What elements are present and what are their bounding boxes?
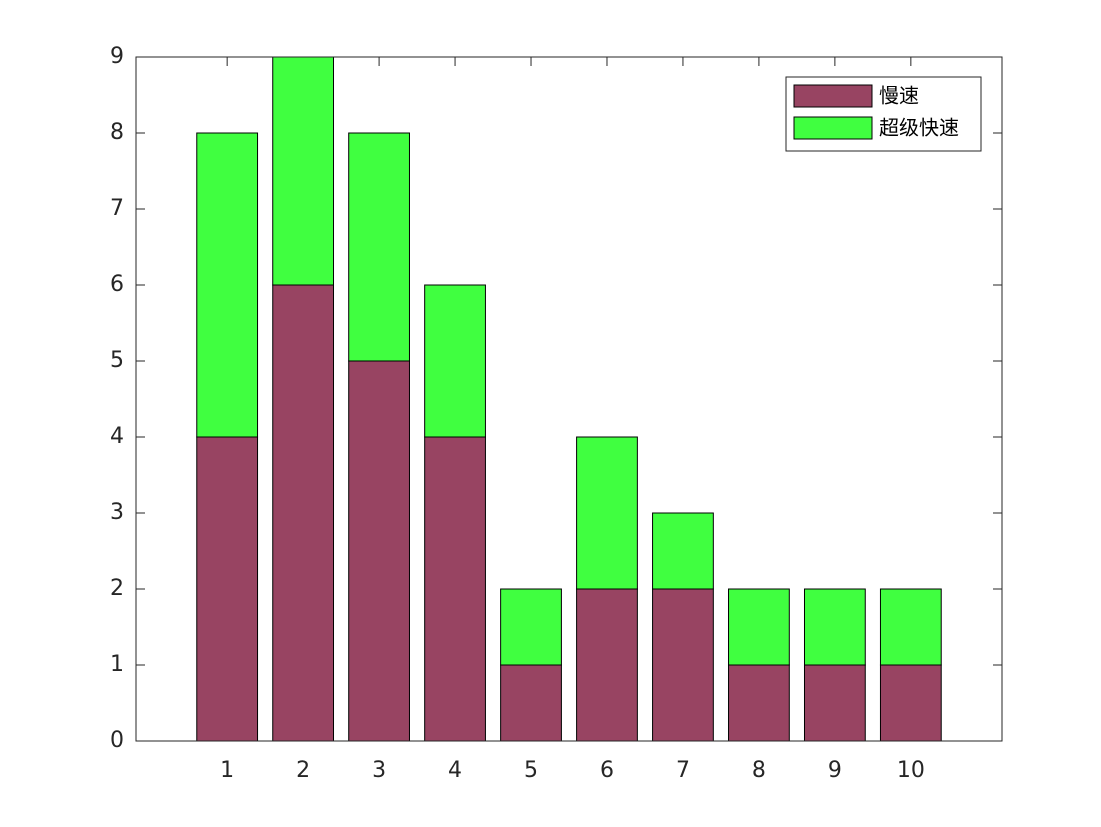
bar-segment [728, 664, 790, 742]
bar-segment [803, 588, 866, 666]
y-tick-label: 3 [110, 500, 124, 525]
bar-segment [879, 664, 942, 742]
bar-segment [196, 132, 259, 438]
y-tick-label: 1 [110, 652, 124, 677]
bar-segment [272, 284, 335, 742]
x-tick-label: 6 [600, 758, 614, 783]
y-tick-label: 4 [110, 424, 124, 449]
y-tick-label: 2 [110, 576, 124, 601]
y-tick-label: 5 [110, 348, 124, 373]
x-tick-label: 10 [897, 758, 925, 783]
bar-segment [652, 512, 714, 590]
bar-segment [348, 132, 410, 362]
bar-segment [803, 664, 866, 742]
legend-label: 慢速 [879, 84, 919, 108]
bar-segment [879, 588, 942, 666]
x-tick-label: 2 [296, 758, 310, 783]
y-tick-label: 9 [110, 44, 124, 69]
legend-swatch [793, 84, 873, 108]
y-tick-label: 8 [110, 120, 124, 145]
x-tick-label: 4 [448, 758, 462, 783]
bar-segment [196, 436, 259, 742]
x-tick-label: 7 [676, 758, 690, 783]
bar-segment [500, 588, 562, 666]
x-tick-label: 1 [220, 758, 234, 783]
bar-segment [728, 588, 790, 666]
legend-label: 超级快速 [879, 116, 959, 140]
y-tick-label: 6 [110, 272, 124, 297]
bar-segment [652, 588, 714, 742]
bar-segment [576, 436, 638, 590]
y-tick-label: 0 [110, 728, 124, 753]
bar-segment [576, 588, 638, 742]
x-tick-label: 3 [372, 758, 386, 783]
bar-segment [424, 436, 486, 742]
x-tick-label: 5 [524, 758, 538, 783]
bar-segment [272, 56, 335, 286]
bar-segment [348, 360, 410, 742]
legend-swatch [793, 116, 873, 140]
bar-segment [500, 664, 562, 742]
y-tick-label: 7 [110, 196, 124, 221]
plot-frame [135, 56, 1003, 742]
x-tick-label: 9 [828, 758, 842, 783]
bar-segment [424, 284, 486, 438]
x-tick-label: 8 [752, 758, 766, 783]
